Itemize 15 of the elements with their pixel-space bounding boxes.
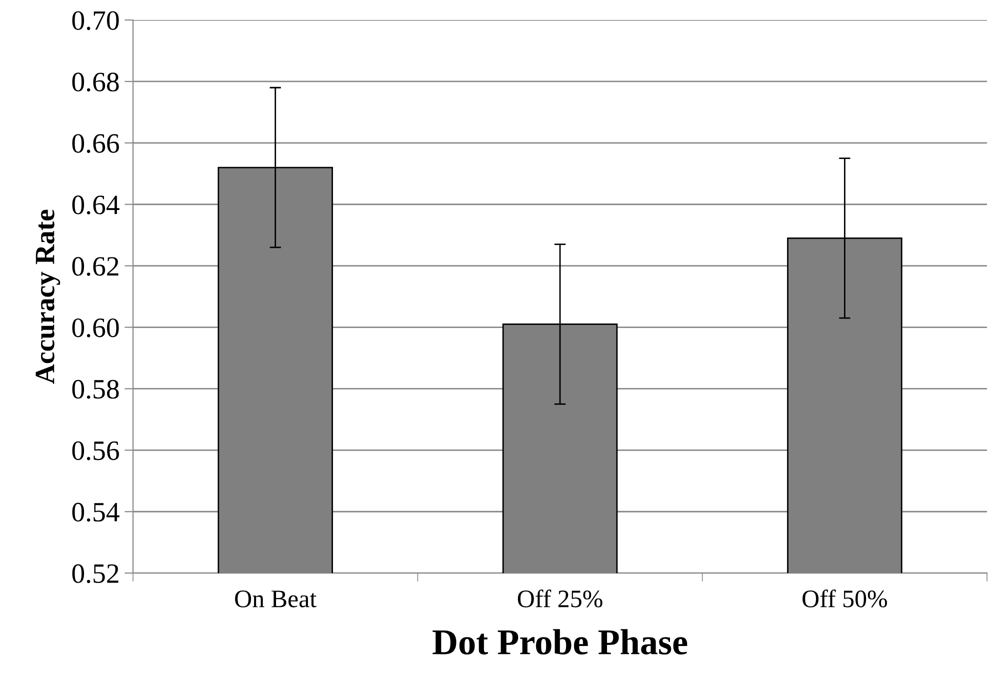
- y-tick-label: 0.56: [72, 441, 119, 460]
- y-tick-label: 0.60: [72, 318, 119, 338]
- y-tick-label: 0.54: [72, 502, 120, 522]
- y-tick-label: 0.64: [72, 196, 120, 214]
- y-tick-label: 0.62: [72, 256, 118, 276]
- x-axis-title: Dot Probe Phase: [432, 629, 688, 654]
- y-tick-label: 0.66: [72, 134, 119, 153]
- x-tick-label: On Beat: [235, 590, 317, 608]
- x-tick-label: Off 25%: [518, 589, 602, 608]
- y-tick-label: 0.58: [72, 380, 119, 399]
- y-tick-label: 0.68: [72, 72, 119, 92]
- y-tick-label: 0.70: [72, 11, 119, 30]
- x-tick-label: Off 50%: [802, 589, 888, 608]
- y-axis-title: Accuracy Rate: [36, 210, 60, 384]
- y-tick-label: 0.52: [72, 564, 118, 584]
